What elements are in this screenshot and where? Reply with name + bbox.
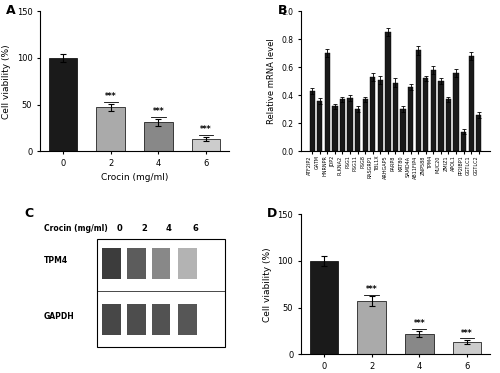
Bar: [192, 139, 220, 151]
Text: Crocin (mg/ml): Crocin (mg/ml): [44, 224, 108, 233]
Bar: [152, 304, 171, 335]
Text: ***: ***: [462, 329, 473, 338]
Text: ***: ***: [366, 285, 378, 294]
Bar: [454, 73, 458, 151]
Bar: [385, 32, 390, 151]
Bar: [416, 50, 421, 151]
Bar: [310, 261, 338, 354]
Text: ***: ***: [152, 107, 164, 116]
Bar: [178, 304, 197, 335]
Text: 0: 0: [116, 224, 122, 233]
Bar: [102, 304, 122, 335]
Bar: [408, 87, 414, 151]
Bar: [332, 106, 338, 151]
Text: ***: ***: [200, 125, 212, 134]
Text: TPM4: TPM4: [44, 256, 68, 265]
Bar: [324, 53, 330, 151]
Y-axis label: Cell viability (%): Cell viability (%): [2, 44, 11, 119]
Bar: [405, 334, 434, 354]
Text: B: B: [278, 4, 287, 17]
Text: 4: 4: [166, 224, 172, 233]
Bar: [348, 98, 352, 151]
Text: 2: 2: [141, 224, 147, 233]
Text: D: D: [267, 207, 277, 220]
Text: A: A: [6, 4, 16, 17]
Text: ***: ***: [105, 92, 117, 101]
Bar: [127, 304, 146, 335]
Text: GAPDH: GAPDH: [44, 312, 74, 321]
Bar: [178, 248, 197, 279]
Bar: [96, 239, 226, 347]
Bar: [446, 100, 451, 151]
Bar: [362, 100, 368, 151]
Y-axis label: Relative mRNA level: Relative mRNA level: [266, 38, 276, 124]
Bar: [370, 77, 376, 151]
Text: ***: ***: [414, 319, 425, 328]
Bar: [127, 248, 146, 279]
Text: 6: 6: [192, 224, 198, 233]
Bar: [378, 80, 383, 151]
Bar: [393, 83, 398, 151]
X-axis label: Crocin (mg/ml): Crocin (mg/ml): [101, 173, 168, 182]
Bar: [461, 132, 466, 151]
Y-axis label: Cell viability (%): Cell viability (%): [263, 247, 272, 322]
Bar: [476, 115, 482, 151]
Bar: [438, 81, 444, 151]
Bar: [468, 56, 474, 151]
Bar: [423, 78, 428, 151]
Bar: [317, 101, 322, 151]
Bar: [453, 342, 482, 354]
Bar: [152, 248, 171, 279]
Bar: [430, 70, 436, 151]
Bar: [144, 122, 172, 151]
Text: C: C: [25, 207, 34, 220]
Bar: [48, 58, 77, 151]
Bar: [102, 248, 122, 279]
Bar: [96, 107, 125, 151]
Bar: [355, 109, 360, 151]
Bar: [400, 109, 406, 151]
Bar: [340, 100, 345, 151]
Bar: [358, 301, 386, 354]
Bar: [310, 91, 315, 151]
